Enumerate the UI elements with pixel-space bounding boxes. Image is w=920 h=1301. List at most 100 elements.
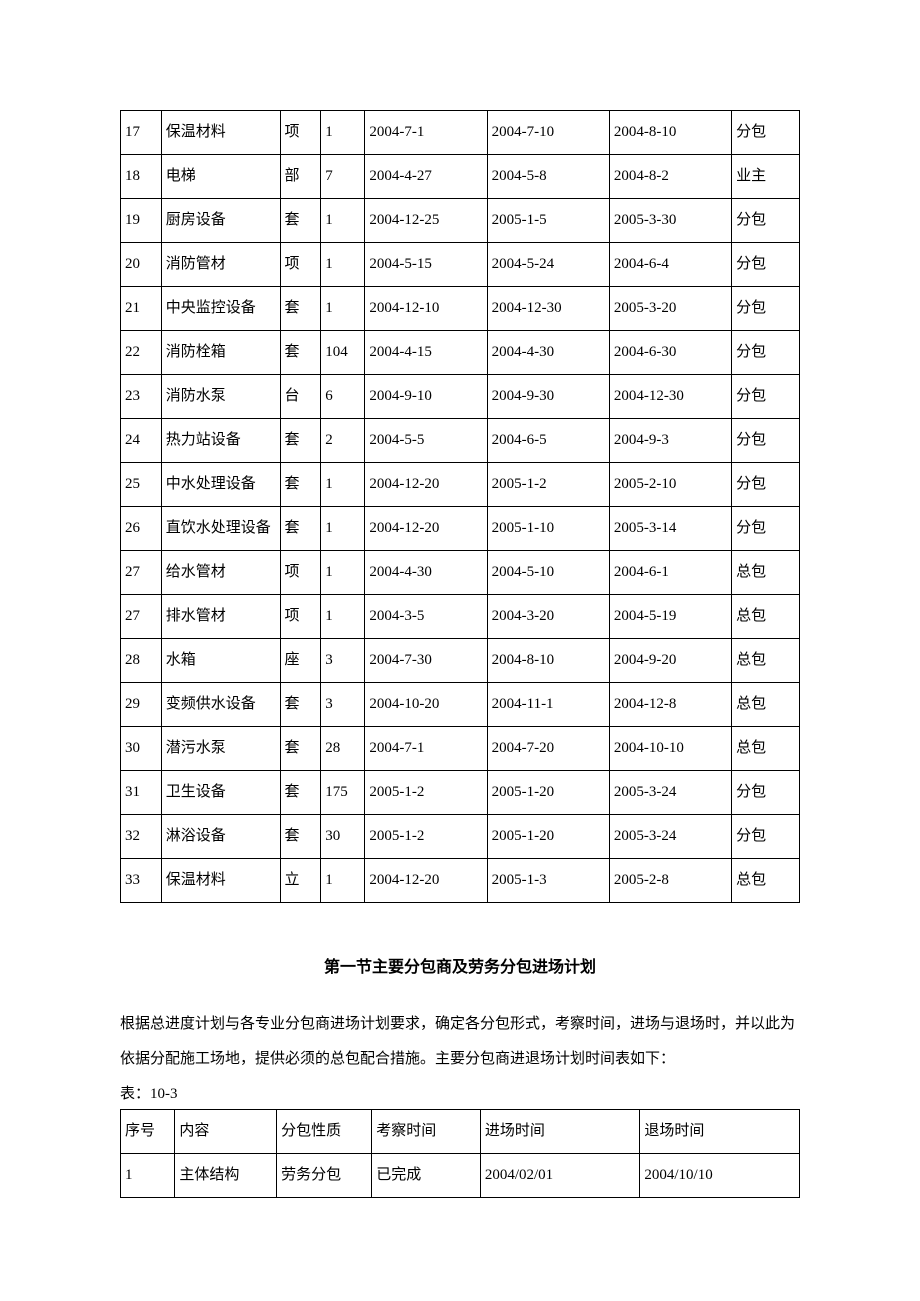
table-cell: 中央监控设备 [161, 287, 280, 331]
table-cell: 6 [321, 375, 365, 419]
table-cell: 分包 [732, 375, 800, 419]
table-cell: 保温材料 [161, 859, 280, 903]
table-cell: 1 [321, 595, 365, 639]
table-header-cell: 分包性质 [277, 1110, 372, 1154]
table-cell: 套 [280, 463, 321, 507]
table-cell: 分包 [732, 331, 800, 375]
table-cell: 2004-12-20 [365, 463, 487, 507]
table-cell: 18 [121, 155, 162, 199]
table-cell: 2004-12-30 [487, 287, 609, 331]
table-cell: 2004-7-10 [487, 111, 609, 155]
table-cell: 26 [121, 507, 162, 551]
table-cell: 2004-9-10 [365, 375, 487, 419]
table-row: 1主体结构劳务分包已完成2004/02/012004/10/10 [121, 1154, 800, 1198]
table-cell: 2005-2-10 [609, 463, 731, 507]
table-cell: 分包 [732, 111, 800, 155]
table-row: 33保温材料立12004-12-202005-1-32005-2-8总包 [121, 859, 800, 903]
table-cell: 2004-5-10 [487, 551, 609, 595]
table-cell: 2004-6-4 [609, 243, 731, 287]
table-cell: 27 [121, 551, 162, 595]
table-cell: 2004/02/01 [480, 1154, 640, 1198]
table-cell: 1 [321, 111, 365, 155]
table-cell: 消防栓箱 [161, 331, 280, 375]
table-cell: 2004-12-10 [365, 287, 487, 331]
table-cell: 31 [121, 771, 162, 815]
table-cell: 电梯 [161, 155, 280, 199]
table-row: 20消防管材项12004-5-152004-5-242004-6-4分包 [121, 243, 800, 287]
table-cell: 3 [321, 683, 365, 727]
table-cell: 项 [280, 111, 321, 155]
table-cell: 2004-6-5 [487, 419, 609, 463]
table-cell: 套 [280, 331, 321, 375]
table-cell: 2004-4-27 [365, 155, 487, 199]
table-cell: 1 [321, 859, 365, 903]
intro-paragraph: 根据总进度计划与各专业分包商进场计划要求，确定各分包形式，考察时间，进场与退场时… [120, 1007, 800, 1076]
table-cell: 淋浴设备 [161, 815, 280, 859]
table-cell: 厨房设备 [161, 199, 280, 243]
table-cell: 总包 [732, 639, 800, 683]
table-row: 27排水管材项12004-3-52004-3-202004-5-19总包 [121, 595, 800, 639]
table-cell: 2004-3-5 [365, 595, 487, 639]
table-row: 23消防水泵台62004-9-102004-9-302004-12-30分包 [121, 375, 800, 419]
table-cell: 2004-9-30 [487, 375, 609, 419]
table-row: 27给水管材项12004-4-302004-5-102004-6-1总包 [121, 551, 800, 595]
table-header-row: 序号内容分包性质考察时间进场时间退场时间 [121, 1110, 800, 1154]
table-row: 24热力站设备套22004-5-52004-6-52004-9-3分包 [121, 419, 800, 463]
table-cell: 1 [121, 1154, 175, 1198]
table-cell: 2004-5-24 [487, 243, 609, 287]
table-cell: 直饮水处理设备 [161, 507, 280, 551]
table-cell: 2004-10-20 [365, 683, 487, 727]
table-cell: 2004-8-2 [609, 155, 731, 199]
table-cell: 2 [321, 419, 365, 463]
table-cell: 套 [280, 727, 321, 771]
table-cell: 主体结构 [175, 1154, 277, 1198]
table-cell: 19 [121, 199, 162, 243]
table-cell: 2004-5-5 [365, 419, 487, 463]
table-row: 31卫生设备套1752005-1-22005-1-202005-3-24分包 [121, 771, 800, 815]
table-cell: 2004-11-1 [487, 683, 609, 727]
table-cell: 2004-7-20 [487, 727, 609, 771]
table-row: 26直饮水处理设备套12004-12-202005-1-102005-3-14分… [121, 507, 800, 551]
table-cell: 2005-1-5 [487, 199, 609, 243]
table-cell: 排水管材 [161, 595, 280, 639]
table-cell: 套 [280, 287, 321, 331]
table-cell: 套 [280, 419, 321, 463]
table-cell: 2004-6-30 [609, 331, 731, 375]
table-cell: 2004-12-8 [609, 683, 731, 727]
materials-table: 17保温材料项12004-7-12004-7-102004-8-10分包18电梯… [120, 110, 800, 903]
table-cell: 潜污水泵 [161, 727, 280, 771]
table-cell: 分包 [732, 463, 800, 507]
table-row: 18电梯部72004-4-272004-5-82004-8-2业主 [121, 155, 800, 199]
table-cell: 热力站设备 [161, 419, 280, 463]
table-cell: 2005-3-30 [609, 199, 731, 243]
table-cell: 立 [280, 859, 321, 903]
section-heading: 第一节主要分包商及劳务分包进场计划 [120, 953, 800, 977]
table-cell: 套 [280, 815, 321, 859]
table-cell: 33 [121, 859, 162, 903]
table-cell: 座 [280, 639, 321, 683]
table-cell: 104 [321, 331, 365, 375]
table-cell: 1 [321, 463, 365, 507]
table-cell: 2004-7-30 [365, 639, 487, 683]
table-cell: 水箱 [161, 639, 280, 683]
table-cell: 2004-10-10 [609, 727, 731, 771]
table-row: 32淋浴设备套302005-1-22005-1-202005-3-24分包 [121, 815, 800, 859]
table-header-cell: 进场时间 [480, 1110, 640, 1154]
table-cell: 套 [280, 507, 321, 551]
table-cell: 20 [121, 243, 162, 287]
table-cell: 2004-12-30 [609, 375, 731, 419]
table-cell: 总包 [732, 727, 800, 771]
table-cell: 1 [321, 287, 365, 331]
table-header-cell: 考察时间 [372, 1110, 481, 1154]
table-cell: 2005-1-2 [365, 771, 487, 815]
table-cell: 分包 [732, 419, 800, 463]
table-cell: 2004-7-1 [365, 111, 487, 155]
table-cell: 1 [321, 551, 365, 595]
table-cell: 27 [121, 595, 162, 639]
table-cell: 2005-1-2 [365, 815, 487, 859]
table-row: 28水箱座32004-7-302004-8-102004-9-20总包 [121, 639, 800, 683]
table-cell: 消防水泵 [161, 375, 280, 419]
table-row: 21中央监控设备套12004-12-102004-12-302005-3-20分… [121, 287, 800, 331]
table-cell: 2004-4-30 [365, 551, 487, 595]
table-cell: 2005-2-8 [609, 859, 731, 903]
